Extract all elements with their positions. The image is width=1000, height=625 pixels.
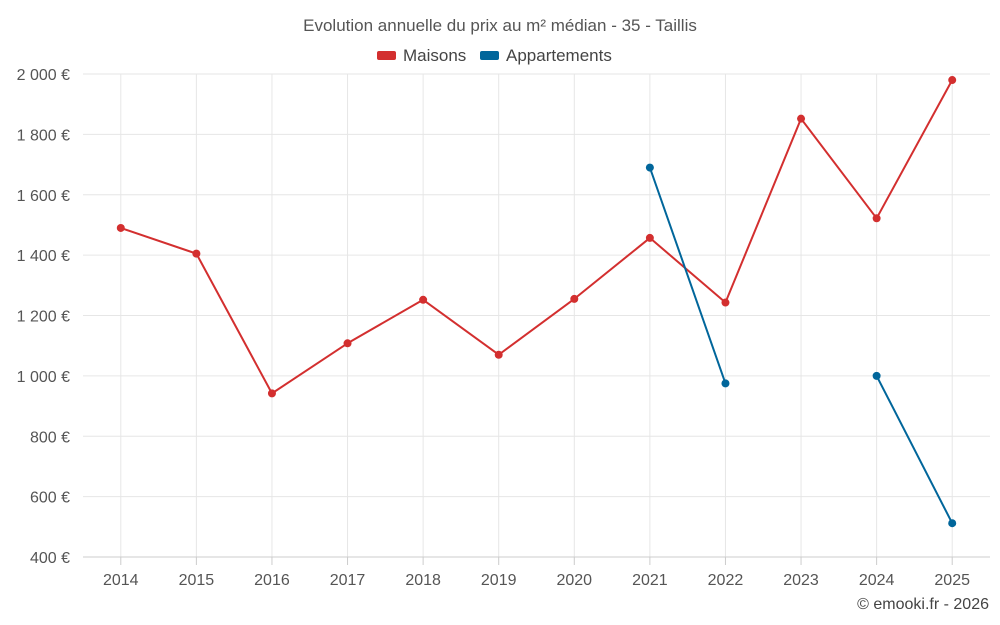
y-tick-label: 1 800 € [17,127,70,144]
x-tick-label: 2019 [481,572,517,589]
data-point-maisons[interactable] [116,223,125,232]
series-line-maisons [119,79,954,395]
data-point-appartements[interactable] [645,163,654,172]
y-tick-label: 1 200 € [17,309,70,326]
legend-label-appartements: Appartements [506,46,612,65]
y-tick-label: 800 € [30,429,70,446]
x-tick-label: 2022 [708,572,744,589]
legend: Maisons Appartements [377,46,612,65]
data-point-maisons[interactable] [872,214,881,223]
x-tick-label: 2014 [103,572,139,589]
grid [83,73,990,557]
x-tick-label: 2017 [330,572,366,589]
legend-swatch-appartements [480,51,499,60]
legend-label-maisons: Maisons [403,46,466,65]
data-point-appartements[interactable] [872,371,881,380]
x-tick-label: 2018 [405,572,441,589]
data-point-maisons[interactable] [948,76,957,85]
data-point-maisons[interactable] [419,295,428,304]
x-tick-label: 2015 [179,572,215,589]
legend-swatch-maisons [377,51,396,60]
y-tick-label: 2 000 € [17,67,70,84]
data-point-appartements[interactable] [721,379,730,388]
y-axis: 400 € 600 € 800 € 1 000 € 1 200 € 1 400 € 1 60… [17,67,70,567]
data-point-maisons[interactable] [192,249,201,258]
y-tick-label: 400 € [30,550,70,567]
data-point-maisons[interactable] [721,298,730,307]
data-point-maisons[interactable] [343,339,352,348]
y-tick-label: 1 000 € [17,369,70,386]
x-tick-label: 2020 [556,572,592,589]
data-point-appartements[interactable] [948,519,957,528]
data-point-maisons[interactable] [570,294,579,303]
credit-text: © emooki.fr - 2026 [857,596,989,613]
chart-title: Evolution annuelle du prix au m² médian … [303,16,697,35]
y-tick-label: 600 € [30,490,70,507]
x-tick-label: 2024 [859,572,895,589]
x-tick-label: 2023 [783,572,819,589]
series-layer [116,76,957,528]
x-axis: 2014 2015 2016 2017 2018 2019 2020 2021 2022 2023… [83,556,990,589]
data-point-maisons[interactable] [267,389,276,398]
data-point-maisons[interactable] [797,114,806,123]
x-tick-label: 2021 [632,572,668,589]
y-tick-label: 1 400 € [17,248,70,265]
series-line-appartements [875,374,954,525]
legend-item-maisons[interactable]: Maisons [377,46,466,65]
data-point-maisons[interactable] [494,350,503,359]
y-tick-label: 1 600 € [17,188,70,205]
data-point-maisons[interactable] [645,233,654,242]
x-tick-label: 2025 [934,572,970,589]
legend-item-appartements[interactable]: Appartements [480,46,612,65]
series-line-appartements [648,166,727,385]
x-tick-label: 2016 [254,572,290,589]
